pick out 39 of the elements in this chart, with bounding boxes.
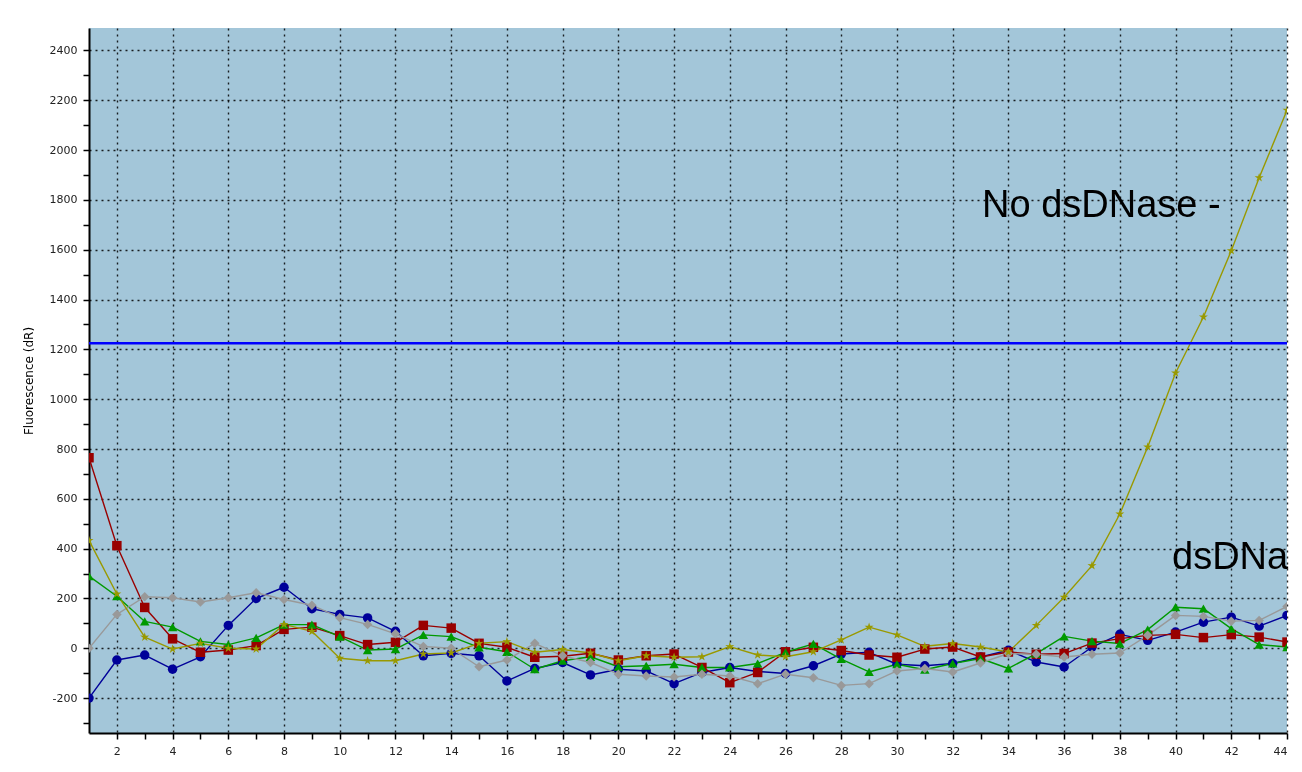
x-tick-label: 40 [1169, 744, 1184, 758]
x-tick-label: 44 [1273, 744, 1288, 758]
x-tick-label: 42 [1224, 744, 1239, 758]
y-tick-label: 800 [56, 442, 78, 456]
x-tick-label: 36 [1057, 744, 1072, 758]
x-tick-label: 34 [1001, 744, 1016, 758]
annotation: dsDNa [1172, 535, 1290, 577]
x-tick-label: 4 [169, 744, 177, 758]
x-tick-label: 8 [281, 744, 289, 758]
y-tick-label: 200 [56, 591, 78, 605]
y-tick-label: 2400 [49, 43, 78, 57]
y-tick-label: 1200 [49, 342, 78, 356]
y-axis-title: Fluorescence (dR) [21, 326, 36, 436]
y-tick-label: 2000 [49, 143, 78, 157]
y-tick-label: 0 [70, 641, 78, 655]
y-tick-label: 1600 [49, 243, 78, 257]
x-tick-label: 18 [556, 744, 571, 758]
x-tick-label: 32 [946, 744, 961, 758]
y-tick-label: 400 [56, 542, 78, 556]
y-tick-label: 2200 [49, 93, 78, 107]
x-tick-label: 26 [779, 744, 794, 758]
y-tick-label: -200 [52, 691, 78, 705]
x-tick-label: 24 [723, 744, 738, 758]
x-tick-label: 10 [333, 744, 348, 758]
y-tick-label: 1400 [49, 293, 78, 307]
y-tick-label: 600 [56, 492, 78, 506]
x-tick-label: 6 [225, 744, 233, 758]
x-tick-label: 38 [1113, 744, 1128, 758]
x-tick-label: 12 [388, 744, 403, 758]
x-tick-label: 28 [834, 744, 849, 758]
y-tick-label: 1000 [49, 392, 78, 406]
x-tick-label: 2 [113, 744, 121, 758]
x-tick-label: 14 [444, 744, 459, 758]
y-tick-label: 1800 [49, 193, 78, 207]
x-tick-label: 30 [890, 744, 905, 758]
annotation: No dsDNase - [982, 183, 1221, 225]
x-tick-label: 16 [500, 744, 515, 758]
x-tick-label: 20 [611, 744, 626, 758]
x-tick-label: 22 [667, 744, 682, 758]
